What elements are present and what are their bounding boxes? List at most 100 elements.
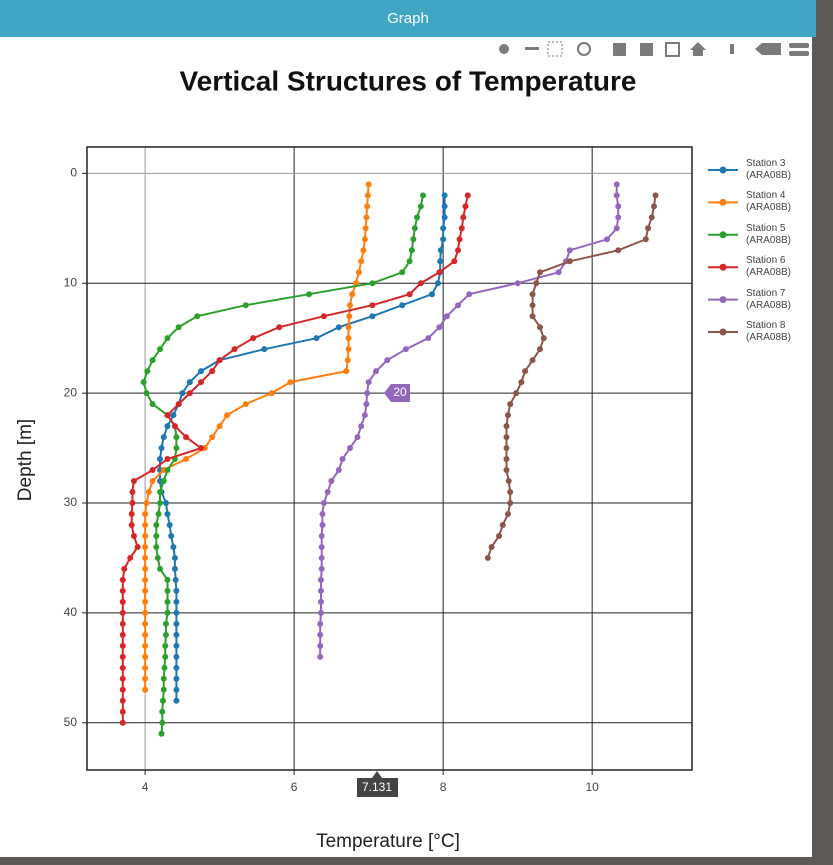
spike-icon[interactable] xyxy=(730,44,734,54)
data-point xyxy=(436,324,443,331)
data-point xyxy=(499,521,506,528)
data-point xyxy=(175,401,182,408)
data-point xyxy=(529,291,536,298)
lasso-icon[interactable] xyxy=(577,42,591,56)
data-point xyxy=(615,214,622,221)
chart-title: Vertical Structures of Temperature xyxy=(180,65,637,96)
data-point xyxy=(119,697,126,704)
data-point xyxy=(328,478,335,485)
data-point xyxy=(503,456,510,463)
data-point xyxy=(318,532,325,539)
data-point xyxy=(345,324,352,331)
data-point xyxy=(127,554,134,561)
title-bar xyxy=(0,0,816,37)
data-point xyxy=(456,236,463,243)
data-point xyxy=(276,324,283,331)
data-point xyxy=(358,423,365,430)
y-tick-label: 30 xyxy=(64,495,78,509)
data-point xyxy=(364,192,371,199)
x-tick-label: 10 xyxy=(585,780,599,794)
data-point xyxy=(513,390,520,397)
data-point xyxy=(119,708,126,715)
legend-label[interactable]: Station 5 (ARA08B) xyxy=(746,222,792,246)
data-point xyxy=(352,280,359,287)
data-point xyxy=(166,521,173,528)
select-icon[interactable] xyxy=(547,41,563,57)
data-point xyxy=(142,576,149,583)
data-point xyxy=(186,379,193,386)
data-point xyxy=(355,269,362,276)
data-point xyxy=(613,225,620,232)
data-point xyxy=(306,291,313,298)
data-point xyxy=(347,302,354,309)
legend-marker xyxy=(719,166,727,174)
hover-box xyxy=(357,771,398,797)
data-point xyxy=(318,554,325,561)
data-point xyxy=(157,500,164,506)
compare-icon-bottom[interactable] xyxy=(789,51,809,56)
legend-label[interactable]: Station 7 (ARA08B) xyxy=(746,287,792,311)
data-point xyxy=(153,521,160,528)
data-point xyxy=(171,565,178,572)
legend-label[interactable]: Station 6 (ARA08B) xyxy=(746,255,792,279)
data-point xyxy=(268,390,275,397)
data-point xyxy=(143,390,150,397)
data-point xyxy=(434,280,441,287)
hover-box xyxy=(384,384,410,402)
data-point xyxy=(119,631,126,638)
data-point xyxy=(159,708,166,715)
data-point xyxy=(157,489,164,496)
data-point xyxy=(173,697,180,704)
data-point xyxy=(464,192,471,199)
data-point xyxy=(369,302,376,309)
zoom-in-icon[interactable] xyxy=(613,43,626,56)
data-point xyxy=(320,313,327,320)
data-point xyxy=(652,192,659,199)
data-point xyxy=(209,434,216,441)
data-point xyxy=(119,609,126,616)
data-point xyxy=(186,390,193,397)
plot-area: 4 6 8 10 0 10 20 30 40 50 20 7.131 xyxy=(64,146,738,797)
plot-border xyxy=(86,146,693,771)
data-point xyxy=(250,335,257,342)
data-point xyxy=(149,357,156,364)
autoscale-icon[interactable] xyxy=(665,42,680,57)
data-point xyxy=(339,456,346,463)
data-point xyxy=(142,532,149,539)
data-point xyxy=(529,357,536,364)
hover-closest-icon[interactable] xyxy=(755,43,781,55)
data-point xyxy=(172,576,179,583)
data-point xyxy=(349,291,356,298)
data-point xyxy=(162,642,169,649)
data-point xyxy=(164,335,171,342)
data-point xyxy=(142,686,149,693)
data-point xyxy=(164,467,171,474)
data-point xyxy=(364,390,371,397)
legend-label[interactable]: Station 8 (ARA08B) xyxy=(746,320,792,343)
data-point xyxy=(129,500,136,506)
home-icon[interactable] xyxy=(690,42,706,56)
data-point xyxy=(164,587,171,594)
legend-label[interactable]: Station 3 (ARA08B) xyxy=(746,158,792,181)
data-point xyxy=(428,291,435,298)
data-point xyxy=(130,478,137,485)
zoom-out-icon[interactable] xyxy=(640,43,653,56)
data-point xyxy=(155,510,162,517)
compare-icon-top[interactable] xyxy=(789,43,809,48)
data-point xyxy=(142,631,149,638)
data-point xyxy=(142,609,149,616)
legend-label[interactable]: Station 4 (ARA08B) xyxy=(746,190,792,214)
data-point xyxy=(642,236,649,243)
data-point xyxy=(651,203,658,210)
data-point xyxy=(160,686,167,693)
data-point xyxy=(145,489,152,496)
y-tick-label: 20 xyxy=(64,385,78,399)
pan-icon[interactable] xyxy=(525,47,539,50)
legend-marker xyxy=(719,231,727,239)
data-point xyxy=(144,368,151,375)
zoom-icon[interactable] xyxy=(499,44,509,54)
data-point xyxy=(317,642,324,649)
data-point xyxy=(504,510,511,517)
data-point xyxy=(317,620,324,627)
